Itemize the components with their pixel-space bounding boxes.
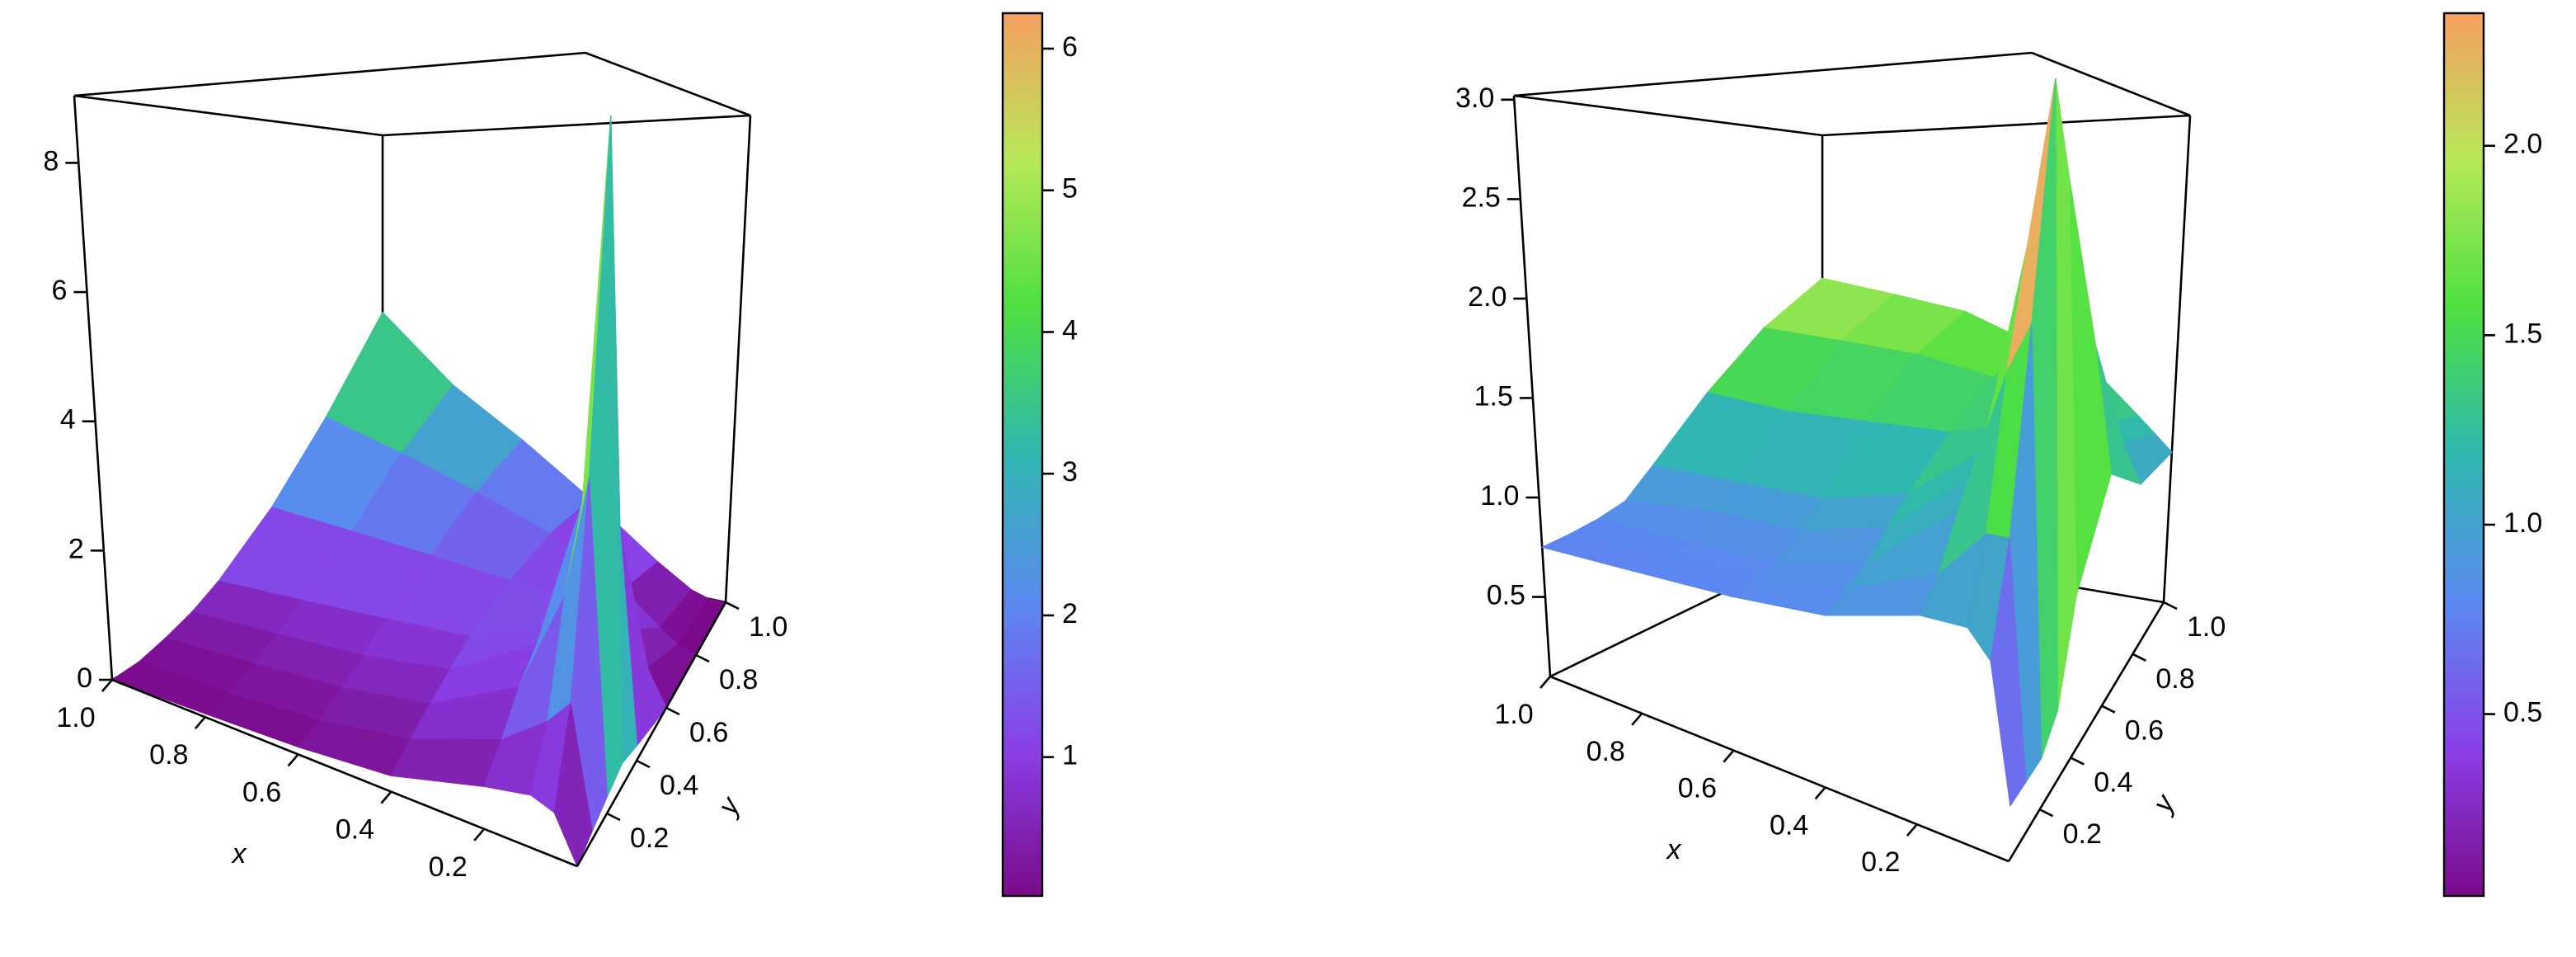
x-tick-label: 0.4 [336, 814, 374, 846]
x-tick-label: 0.6 [1678, 773, 1717, 804]
x-tick-label: 0.6 [242, 776, 281, 808]
y-tick-label: 1.0 [749, 611, 787, 643]
panel: 0.2 0.4 0.6 0.8 1.0 0.2 0.4 0.6 0.8 1.0 0.5 1.0 1.5 2… [1455, 12, 2542, 898]
x-tick [1814, 786, 1826, 800]
y-tick-label: 0.6 [2125, 715, 2164, 747]
box-edge [1513, 94, 1823, 137]
surface [1540, 78, 2173, 808]
x-axis [1549, 675, 2010, 863]
y-tick [2039, 808, 2054, 818]
y-tick [2132, 653, 2146, 662]
box-edge [1512, 95, 1552, 677]
z-tick-label: 2 [68, 533, 84, 564]
colorbar-tick-label: 1.5 [2503, 318, 2542, 349]
y-tick [2163, 601, 2178, 610]
surface-facet [390, 738, 503, 787]
x-tick-label: 0.4 [1770, 809, 1808, 841]
y-axis [576, 601, 727, 867]
y-tick [665, 706, 680, 716]
y-tick [2101, 705, 2116, 714]
colorbar-tick-label: 6 [1062, 31, 1078, 63]
z-tick-label: 6 [52, 275, 68, 306]
z-tick-label: 8 [43, 145, 59, 177]
surface-facet [1990, 538, 2027, 808]
x-tick [473, 827, 486, 842]
z-tick-label: 1.0 [1480, 480, 1519, 512]
box-edge [2031, 51, 2191, 117]
colorbar-tick-label: 3 [1062, 456, 1078, 488]
y-axis-label: y [2146, 788, 2182, 818]
x-tick-label: 1.0 [1494, 699, 1533, 730]
y-tick [695, 653, 710, 663]
y-tick [636, 759, 651, 769]
box-edge [724, 115, 752, 603]
x-axis-label: x [231, 838, 247, 870]
y-tick [2070, 757, 2085, 766]
x-tick [287, 753, 299, 767]
x-tick [380, 790, 393, 804]
x-tick-label: 0.2 [1861, 846, 1900, 878]
z-tick-label: 2.0 [1468, 281, 1507, 313]
z-tick-label: 1.5 [1474, 380, 1513, 412]
x-tick-label: 0.8 [1586, 736, 1625, 767]
x-tick-label: 0.2 [429, 851, 468, 883]
colorbar-tick-label: 4 [1062, 314, 1078, 346]
colorbar [1001, 12, 1044, 898]
y-tick-label: 0.8 [2155, 663, 2194, 695]
surface [110, 116, 726, 868]
colorbar-tick-label: 2.0 [2503, 129, 2542, 160]
x-tick [194, 716, 206, 730]
colorbar-tick-label: 1.0 [2503, 507, 2542, 539]
y-tick-label: 0.4 [660, 770, 698, 801]
y-axis-label: y [712, 790, 747, 821]
panel: 0.2 0.4 0.6 0.8 1.0 0.2 0.4 0.6 0.8 1.0 0 2 4 6 8 x y 1 2 3… [43, 12, 1078, 898]
box-edge [2162, 115, 2192, 603]
z-tick-label: 4 [60, 404, 76, 436]
z-tick-label: 3.0 [1455, 82, 1494, 114]
x-tick-label: 1.0 [56, 702, 95, 733]
colorbar-tick-label: 5 [1062, 173, 1078, 205]
colorbar-tick-label: 2 [1062, 598, 1078, 629]
box-edge [73, 95, 114, 681]
x-tick-label: 0.8 [149, 739, 188, 771]
x-axis [111, 678, 578, 868]
x-axis-label: x [1666, 834, 1682, 865]
y-tick [725, 601, 740, 610]
z-tick-label: 0 [77, 662, 92, 694]
y-tick-label: 0.6 [689, 717, 728, 748]
y-tick-label: 0.4 [2094, 766, 2132, 798]
y-tick-label: 0.2 [2063, 818, 2102, 850]
x-tick [1539, 676, 1551, 689]
x-tick [1723, 749, 1735, 763]
z-tick-label: 0.5 [1487, 580, 1525, 611]
z-tick-label: 2.5 [1462, 182, 1501, 213]
surface-facet [553, 703, 593, 868]
box-edge [382, 114, 751, 137]
colorbar-tick-label: 0.5 [2503, 697, 2542, 728]
surface-facet [2055, 78, 2077, 711]
colorbar [2442, 12, 2485, 898]
x-tick [1631, 712, 1643, 726]
box-edge [73, 94, 383, 137]
box-edge [585, 51, 751, 117]
y-tick-label: 1.0 [2187, 611, 2226, 643]
box-edge [73, 51, 586, 97]
x-tick [101, 679, 113, 692]
y-axis [2007, 601, 2165, 862]
y-tick-label: 0.2 [630, 823, 669, 854]
y-tick [606, 812, 621, 822]
y-tick-label: 0.8 [719, 664, 758, 695]
box-edge [1513, 51, 2033, 97]
x-tick [1906, 823, 1918, 837]
box-edge [1822, 114, 2191, 137]
colorbar-tick-label: 1 [1062, 740, 1078, 771]
